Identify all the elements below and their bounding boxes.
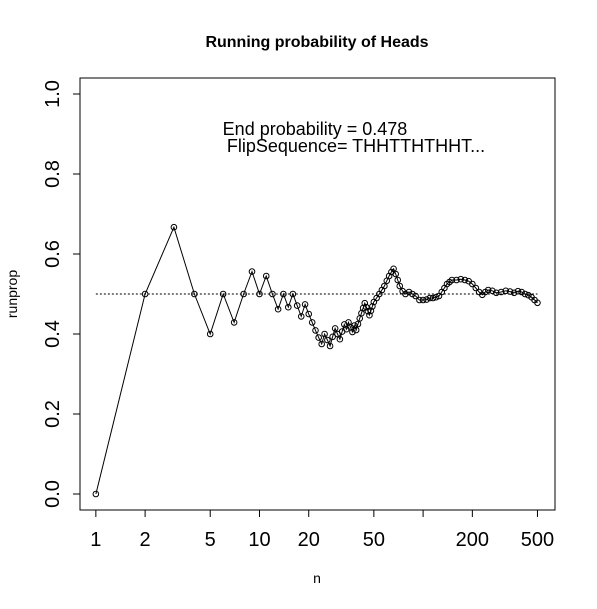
x-tick-label: 200: [456, 529, 489, 551]
y-axis: 0.0 0.2 0.4 0.6 0.8 1.0: [42, 80, 81, 508]
data-point: [141, 290, 149, 298]
data-point: [396, 282, 404, 290]
data-point: [293, 302, 301, 309]
y-tick-label: 0.6: [42, 240, 64, 268]
data-point: [262, 272, 270, 280]
data-point: [92, 490, 100, 498]
data-point: [248, 268, 256, 275]
data-point: [392, 270, 399, 278]
data-point: [429, 294, 437, 302]
x-axis-label: n: [313, 570, 321, 586]
data-point: [405, 288, 413, 296]
x-tick-label: 20: [298, 529, 320, 551]
data-point: [381, 282, 388, 290]
data-point: [219, 290, 227, 298]
data-point: [366, 311, 373, 319]
series-line: [95, 225, 538, 495]
data-point: [289, 290, 297, 298]
x-tick-label: 50: [363, 529, 385, 551]
y-tick-label: 1.0: [42, 80, 64, 108]
data-point: [409, 290, 416, 298]
data-point: [308, 319, 316, 326]
data-point: [297, 313, 305, 320]
y-tick-label: 0.8: [42, 160, 64, 188]
data-point: [419, 296, 427, 304]
data-point: [502, 287, 510, 295]
y-tick-label: 0.0: [42, 480, 64, 508]
data-point: [336, 335, 344, 343]
data-point: [269, 290, 276, 298]
data-point: [469, 280, 476, 288]
data-point: [416, 296, 423, 304]
data-point: [170, 223, 178, 231]
data-point: [301, 301, 309, 308]
x-tick-label: 10: [248, 529, 270, 551]
data-point: [329, 333, 336, 341]
data-point: [352, 326, 360, 334]
data-point: [423, 296, 430, 303]
data-point: [280, 290, 287, 298]
data-point: [472, 284, 480, 292]
chart-title: Running probability of Heads: [205, 34, 428, 51]
data-point: [312, 327, 319, 334]
data-point: [318, 340, 325, 348]
data-point: [324, 336, 331, 344]
data-point: [361, 299, 369, 307]
y-tick-label: 0.2: [42, 400, 64, 428]
data-point: [489, 287, 496, 295]
data-point: [521, 290, 529, 298]
data-point: [230, 319, 238, 326]
data-point: [497, 288, 505, 296]
data-point: [315, 334, 322, 341]
data-point: [518, 288, 525, 296]
y-tick-label: 0.4: [42, 320, 64, 348]
data-point: [367, 307, 375, 315]
data-point: [321, 330, 328, 338]
data-point: [363, 303, 370, 311]
x-tick-label: 1: [90, 529, 101, 551]
data-point: [402, 290, 409, 298]
data-point: [284, 303, 292, 311]
y-axis-label: runprop: [4, 270, 20, 318]
data-point: [369, 303, 376, 310]
data-point: [453, 276, 460, 284]
data-point: [206, 330, 214, 338]
data-point: [305, 310, 313, 318]
data-point: [349, 328, 356, 336]
flip-sequence-annotation: FlipSequence= THHTTHTHHT...: [227, 136, 485, 156]
data-point: [394, 276, 402, 284]
end-probability-annotation: End probability = 0.478: [223, 119, 408, 139]
data-point: [492, 289, 500, 297]
x-tick-label: 5: [205, 529, 216, 551]
data-point: [274, 305, 282, 313]
data-point: [331, 325, 339, 332]
data-point: [240, 290, 247, 298]
x-axis: 1 2 5 10 20 50 200 500: [90, 509, 554, 551]
data-point: [364, 307, 372, 315]
data-point: [326, 342, 334, 350]
data-point: [534, 299, 541, 307]
data-point: [426, 294, 434, 302]
data-point: [448, 276, 456, 284]
series-running-probability: [92, 223, 541, 498]
data-point: [484, 286, 492, 294]
data-point: [256, 290, 263, 298]
data-point: [461, 276, 469, 284]
data-point: [506, 288, 514, 295]
data-point: [514, 287, 522, 295]
data-point: [191, 290, 198, 298]
data-point: [510, 289, 518, 297]
data-point: [354, 320, 362, 328]
x-tick-label: 500: [521, 529, 554, 551]
data-point: [457, 275, 465, 283]
x-tick-label: 2: [140, 529, 151, 551]
data-point: [432, 293, 440, 301]
data-point: [343, 325, 350, 333]
data-point: [412, 292, 419, 300]
